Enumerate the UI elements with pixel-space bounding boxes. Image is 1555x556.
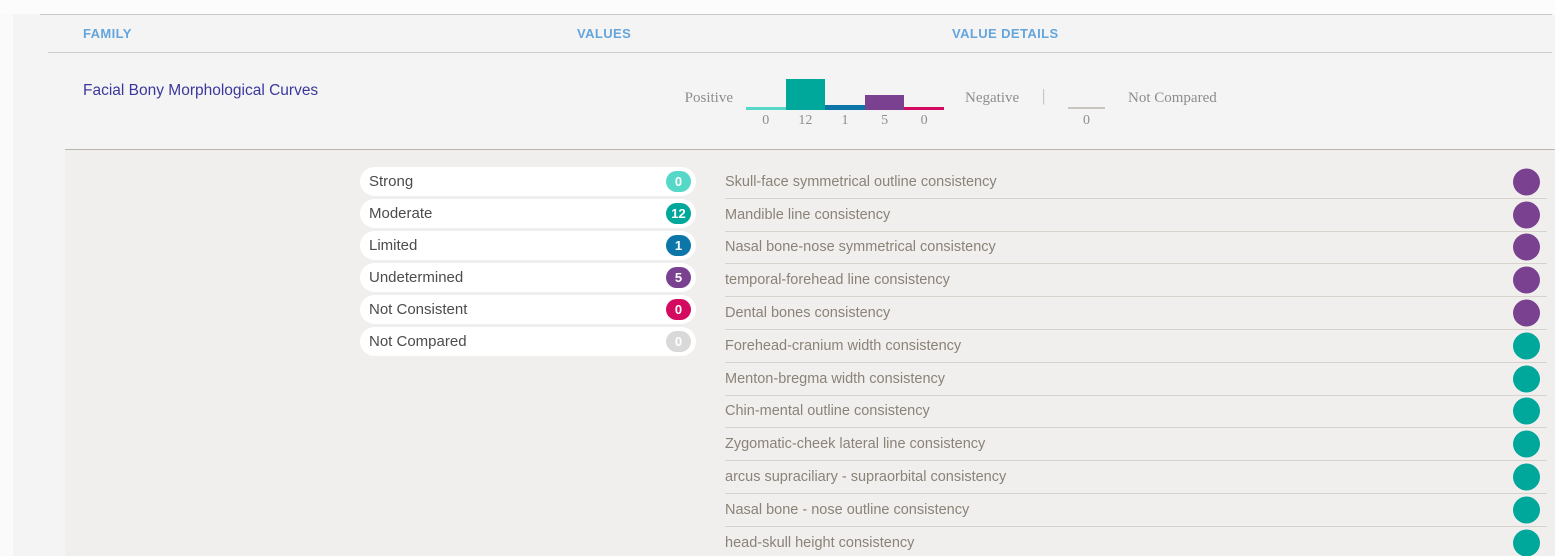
value-detail-row[interactable]: head-skull height consistency — [725, 527, 1547, 556]
value-detail-row[interactable]: Chin-mental outline consistency — [725, 396, 1547, 429]
panel-top-border — [40, 14, 1552, 15]
value-detail-row[interactable]: Skull-face symmetrical outline consisten… — [725, 166, 1547, 199]
chart-bar-not_consistent — [904, 107, 944, 110]
value-summary-label: Strong — [369, 173, 414, 190]
value-detail-label: Menton-bregma width consistency — [725, 370, 946, 387]
chart-not-compared-bar — [1068, 107, 1105, 109]
value-detail-row[interactable]: Zygomatic-cheek lateral line consistency — [725, 428, 1547, 462]
status-dot — [1513, 430, 1540, 458]
value-detail-row[interactable]: Forehead-cranium width consistency — [725, 330, 1547, 363]
status-dot — [1513, 201, 1540, 229]
status-dot — [1513, 332, 1540, 360]
chart-bar-moderate — [785, 79, 826, 110]
value-summary-label: Not Compared — [369, 333, 467, 350]
header-divider — [48, 52, 1552, 53]
value-details-list: Skull-face symmetrical outline consisten… — [725, 166, 1547, 556]
value-summary-label: Moderate — [369, 205, 433, 222]
values-summary-list: Strong 0 Moderate 12 Limited 1 Undetermi… — [360, 167, 696, 359]
column-header-values: VALUES — [577, 26, 632, 41]
chart-positive-label: Positive — [684, 90, 733, 106]
results-table-panel: FAMILY VALUES VALUE DETAILS Facial Bony … — [13, 14, 1555, 556]
chart-tick-labels: 0 12 1 5 0 — [746, 113, 944, 129]
status-dot — [1513, 365, 1540, 393]
value-detail-label: Zygomatic-cheek lateral line consistency — [725, 436, 986, 453]
family-details-section: Strong 0 Moderate 12 Limited 1 Undetermi… — [65, 149, 1555, 556]
value-detail-label: arcus supraciliary - supraorbital consis… — [725, 469, 1007, 486]
value-count-badge: 0 — [666, 171, 691, 192]
column-header-family: FAMILY — [83, 26, 132, 41]
top-strip — [0, 0, 1555, 14]
value-detail-row[interactable]: Mandible line consistency — [725, 199, 1547, 232]
chart-tick-limited: 1 — [841, 113, 849, 128]
chart-negative-label: Negative — [965, 90, 1020, 106]
value-detail-label: Nasal bone - nose outline consistency — [725, 501, 970, 518]
value-detail-row[interactable]: arcus supraciliary - supraorbital consis… — [725, 461, 1547, 494]
value-detail-label: Forehead-cranium width consistency — [725, 337, 962, 354]
value-detail-label: Dental bones consistency — [725, 305, 891, 322]
status-dot — [1513, 299, 1540, 327]
value-summary-label: Undetermined — [369, 269, 464, 286]
chart-not-compared-value: 0 — [1083, 113, 1090, 128]
family-row-title[interactable]: Facial Bony Morphological Curves — [83, 82, 319, 99]
value-summary-pill[interactable]: Not Consistent 0 — [360, 295, 696, 324]
value-detail-row[interactable]: temporal-forehead line consistency — [725, 264, 1547, 298]
value-detail-label: Chin-mental outline consistency — [725, 403, 930, 420]
value-detail-label: Mandible line consistency — [725, 206, 891, 223]
value-detail-row[interactable]: Dental bones consistency — [725, 297, 1547, 330]
value-count-badge: 12 — [666, 203, 691, 224]
value-count-badge: 1 — [666, 235, 691, 256]
value-detail-row[interactable]: Nasal bone - nose outline consistency — [725, 494, 1547, 527]
chart-tick-moderate: 12 — [798, 113, 813, 128]
value-detail-label: head-skull height consistency — [725, 534, 915, 551]
chart-tick-undetermined: 5 — [881, 113, 889, 128]
value-detail-row[interactable]: Nasal bone-nose symmetrical consistency — [725, 232, 1547, 265]
chart-bar-limited — [825, 105, 865, 110]
value-count-badge: 5 — [666, 267, 691, 288]
value-count-badge: 0 — [666, 331, 691, 352]
value-summary-pill[interactable]: Limited 1 — [360, 231, 696, 260]
value-summary-pill[interactable]: Not Compared 0 — [360, 327, 696, 356]
value-count-badge: 0 — [666, 299, 691, 320]
value-detail-label: temporal-forehead line consistency — [725, 272, 950, 289]
chart-bar-strong — [746, 107, 786, 110]
chart-bars — [746, 64, 944, 110]
chart-tick-strong: 0 — [762, 113, 770, 128]
chart-not-compared-label: Not Compared — [1128, 90, 1217, 106]
column-header-value-details: VALUE DETAILS — [952, 26, 1059, 41]
value-summary-pill[interactable]: Moderate 12 — [360, 199, 696, 228]
status-dot — [1513, 168, 1540, 196]
value-detail-label: Nasal bone-nose symmetrical consistency — [725, 239, 996, 256]
chart-bar-undetermined — [864, 95, 905, 110]
value-summary-pill[interactable]: Undetermined 5 — [360, 263, 696, 292]
chart-tick-not_consistent: 0 — [920, 113, 928, 128]
chart-separator: | — [1042, 86, 1046, 105]
value-summary-label: Not Consistent — [369, 301, 468, 318]
status-dot — [1513, 496, 1540, 524]
value-detail-label: Skull-face symmetrical outline consisten… — [725, 173, 997, 190]
status-dot — [1513, 529, 1540, 556]
value-summary-pill[interactable]: Strong 0 — [360, 167, 696, 196]
status-dot — [1513, 266, 1540, 294]
status-dot — [1513, 233, 1540, 261]
status-dot — [1513, 397, 1540, 425]
value-detail-row[interactable]: Menton-bregma width consistency — [725, 363, 1547, 396]
status-dot — [1513, 463, 1540, 491]
value-summary-label: Limited — [369, 237, 418, 254]
